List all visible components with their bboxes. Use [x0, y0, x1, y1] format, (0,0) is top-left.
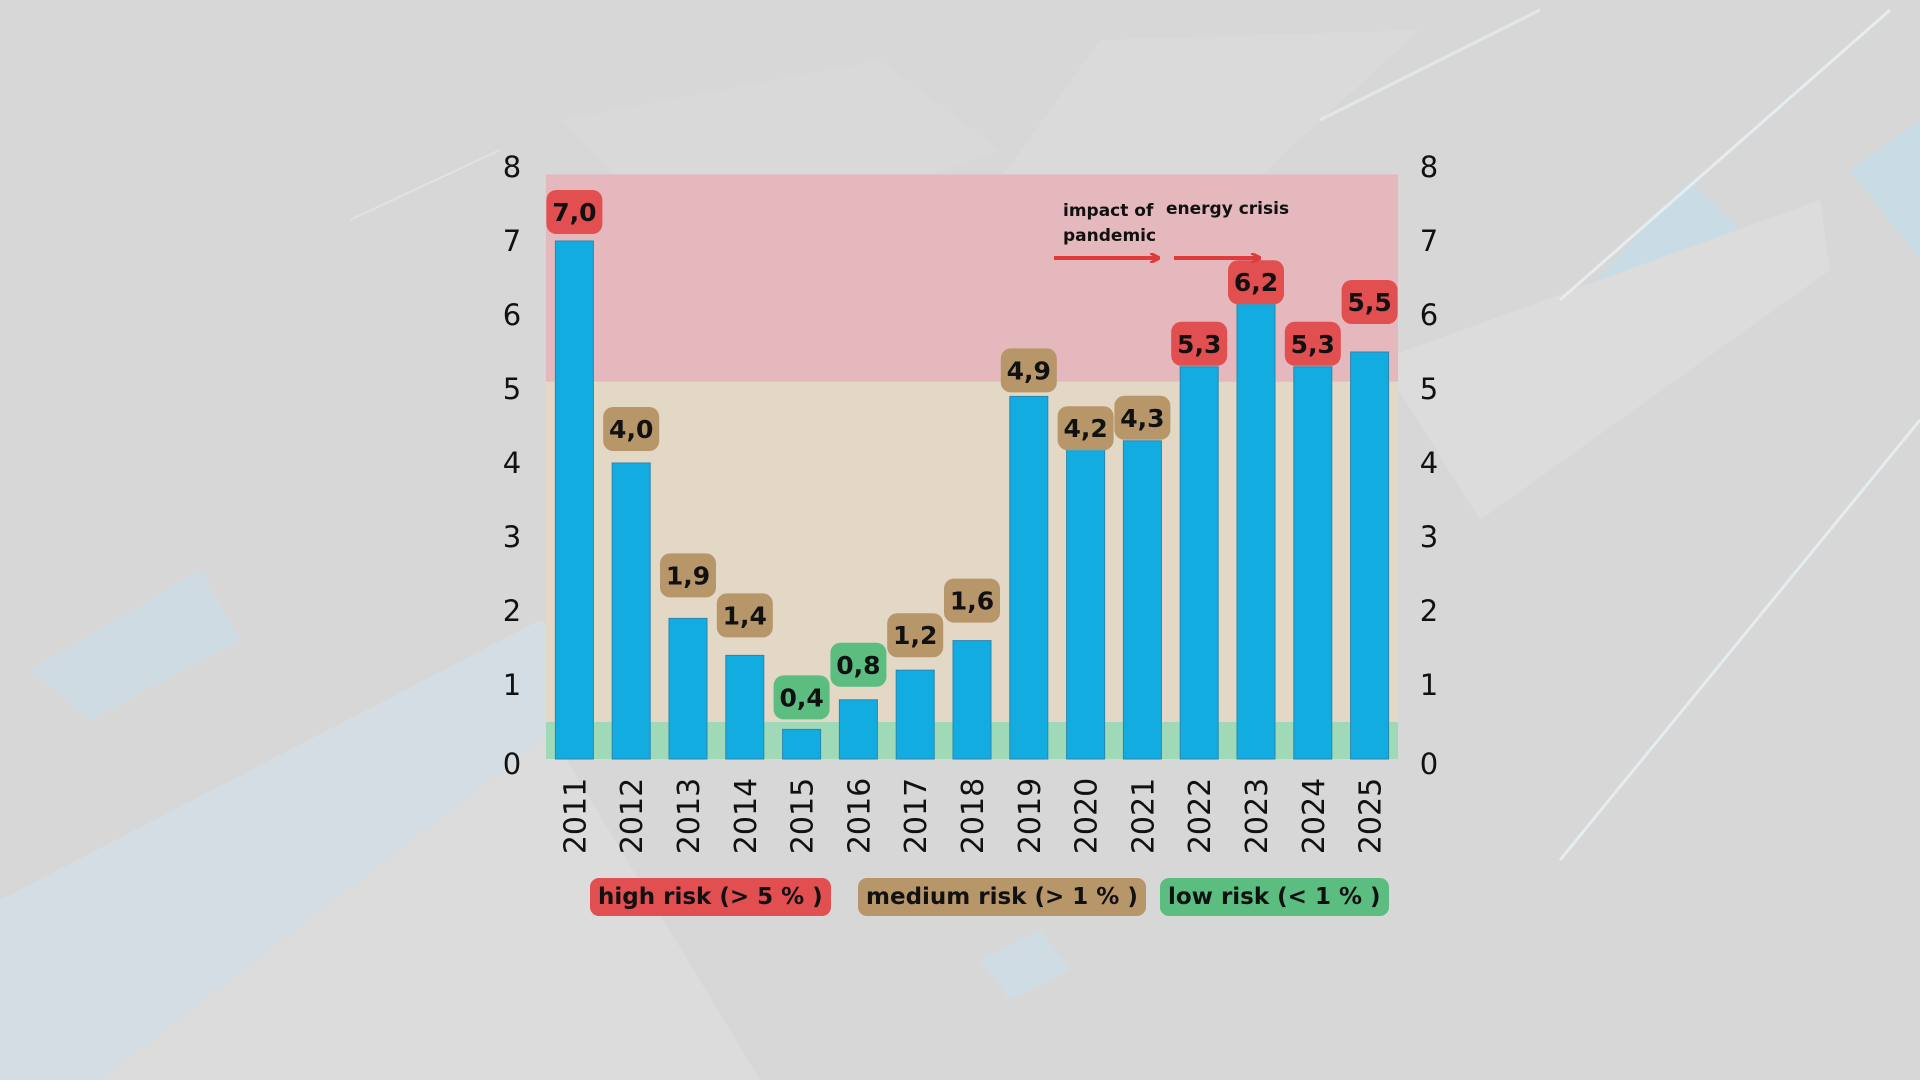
y-tick-label-right: 8	[1420, 150, 1438, 184]
y-tick-label-left: 0	[503, 747, 521, 781]
bar	[725, 654, 765, 760]
data-label-badge	[1000, 348, 1057, 393]
data-label-badge	[603, 407, 660, 451]
data-label: 4,9	[1007, 356, 1051, 385]
data-label-badge	[1057, 406, 1114, 451]
y-tick-label-left: 8	[503, 150, 521, 184]
y-tick-label-left: 7	[503, 224, 521, 258]
y-tick-label-right: 5	[1420, 372, 1438, 406]
bars	[554, 240, 1390, 760]
x-tick-label: 2022	[1183, 778, 1218, 854]
bar	[952, 640, 992, 760]
data-label: 5,3	[1177, 330, 1221, 359]
x-tick-label: 2016	[842, 778, 877, 854]
data-label: 5,3	[1291, 330, 1335, 359]
data-label: 0,4	[779, 683, 823, 712]
data-label: 4,2	[1063, 414, 1107, 443]
y-tick-label-left: 1	[503, 668, 521, 702]
data-label: 6,2	[1234, 268, 1278, 297]
bar	[1122, 440, 1162, 760]
bar	[611, 462, 651, 760]
bar	[1179, 366, 1219, 760]
data-label-badge	[1228, 260, 1284, 305]
y-axis-right: 0 1 2 3 4 5 6 7 8	[1420, 150, 1438, 781]
annotation-text: pandemic	[1063, 226, 1156, 246]
data-label-badge	[944, 578, 1000, 623]
x-tick-label: 2017	[899, 778, 934, 854]
x-tick-label: 2020	[1070, 778, 1105, 854]
data-label-badge	[1284, 321, 1341, 366]
bar	[554, 240, 594, 760]
data-label: 1,2	[893, 621, 937, 650]
annotations: impact of pandemic energy crisis	[1054, 199, 1289, 258]
bar	[1066, 447, 1106, 760]
y-tick-label-left: 3	[503, 520, 521, 554]
y-tick-label-right: 2	[1420, 594, 1438, 628]
data-label: 4,3	[1120, 404, 1164, 433]
y-tick-label-right: 0	[1420, 747, 1438, 781]
data-label: 1,6	[950, 587, 994, 616]
data-label-badge	[1341, 280, 1398, 324]
y-tick-label-right: 1	[1420, 668, 1438, 702]
x-tick-label: 2024	[1297, 778, 1332, 854]
data-label: 4,0	[609, 415, 653, 444]
y-tick-label-left: 4	[503, 446, 521, 480]
y-tick-label-left: 5	[503, 372, 521, 406]
annotation-text: energy crisis	[1166, 199, 1289, 219]
x-tick-label: 2023	[1240, 778, 1275, 854]
data-label: 0,8	[836, 651, 880, 680]
bar	[1236, 299, 1276, 760]
x-axis: 2011 2012 2013 2014 2015 2016 2017 2018 2019 2020…	[558, 778, 1388, 854]
bar	[1293, 366, 1333, 760]
bar	[782, 728, 822, 760]
legend-item: low risk (< 1 % )	[1160, 878, 1389, 916]
data-label: 1,9	[666, 561, 710, 590]
x-tick-label: 2018	[956, 778, 991, 854]
data-label: 5,5	[1347, 288, 1391, 317]
legend-item: high risk (> 5 % )	[590, 878, 831, 916]
x-tick-label: 2021	[1126, 778, 1161, 854]
bar	[1350, 351, 1390, 760]
bar	[668, 617, 708, 760]
data-label-badge	[716, 593, 773, 638]
x-tick-label: 2011	[558, 778, 593, 854]
data-label-badge	[660, 553, 716, 598]
y-tick-label-right: 3	[1420, 520, 1438, 554]
data-label: 1,4	[723, 601, 767, 630]
y-tick-label-right: 7	[1420, 224, 1438, 258]
x-tick-label: 2019	[1013, 778, 1048, 854]
y-tick-label-left: 6	[503, 298, 521, 332]
data-label-badge	[887, 613, 944, 658]
y-tick-label-right: 4	[1420, 446, 1438, 480]
data-label-badge	[773, 675, 830, 720]
y-tick-label-left: 2	[503, 594, 521, 628]
data-label-badge	[546, 190, 603, 234]
data-label: 7,0	[552, 198, 596, 227]
x-tick-label: 2015	[786, 778, 821, 854]
y-axis-left: 0 1 2 3 4 5 6 7 8	[503, 150, 521, 781]
y-tick-label-right: 6	[1420, 298, 1438, 332]
x-tick-label: 2013	[672, 778, 707, 854]
legend-item: medium risk (> 1 % )	[858, 878, 1146, 916]
data-label-badge	[830, 642, 887, 687]
annotation-text: impact of	[1063, 201, 1154, 221]
data-label-badge	[1171, 321, 1228, 366]
data-label-badge	[1114, 395, 1171, 440]
x-tick-label: 2025	[1354, 778, 1389, 854]
bar	[895, 669, 935, 760]
x-tick-label: 2014	[729, 778, 764, 854]
bar	[838, 699, 878, 760]
data-labels: 7,0 4,0 1,9 1,4 0,4 0,8 1,2 1,6 4,9 4,2 4,3 5,3 6,2 5…	[546, 190, 1398, 720]
x-tick-label: 2012	[615, 778, 650, 854]
bar	[1009, 395, 1049, 760]
